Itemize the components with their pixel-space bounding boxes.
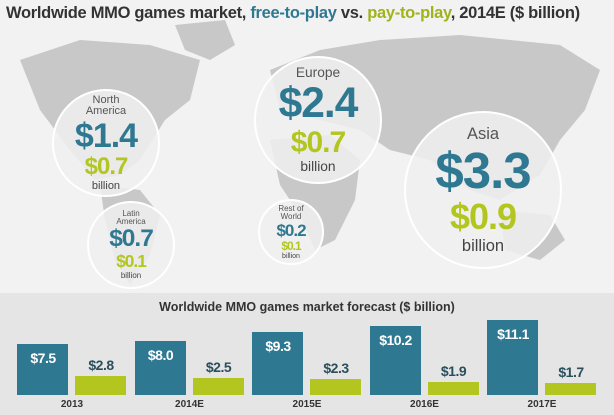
unit-label: billion	[91, 179, 121, 192]
bar	[134, 340, 186, 395]
bar	[252, 331, 303, 395]
unit-label: billion	[461, 237, 505, 255]
bar	[545, 383, 596, 395]
value-label: $2.5	[205, 359, 232, 375]
bar	[427, 382, 479, 395]
x-tick-label: 2016E	[410, 399, 439, 410]
free-to-play-value: $1.4	[74, 116, 138, 155]
region-label: Asia $3.3 $0.9 billion	[405, 112, 561, 268]
value-label: $1.9	[440, 363, 467, 380]
unit-label: billion	[282, 252, 300, 260]
region-name: Latin America	[116, 209, 146, 226]
pay-to-play-value: $0.7	[84, 152, 129, 180]
region-bubble	[404, 111, 562, 269]
region-name: Europe	[295, 65, 341, 81]
region-bubble	[258, 199, 324, 265]
free-to-play-value: $0.7	[109, 225, 154, 253]
chart-title: Worldwide MMO games market, free-to-play…	[6, 4, 580, 23]
region-name: Asia	[466, 124, 500, 143]
value-label: $7.5	[30, 350, 56, 366]
pay-to-play-value: $0.7	[290, 125, 346, 159]
region-name: North America	[85, 93, 127, 117]
value-label: $2.3	[323, 360, 349, 377]
free-to-play-value: $2.4	[278, 79, 359, 127]
pay-to-play-value: $0.1	[116, 251, 147, 272]
title-part: Worldwide MMO games market,	[6, 4, 251, 22]
bar	[310, 379, 361, 395]
bar	[75, 375, 126, 395]
legend-pay-to-play: pay-to-play	[367, 4, 451, 22]
x-tick-label: 2015E	[292, 399, 322, 410]
region-bubble	[52, 89, 160, 197]
bar	[369, 325, 421, 395]
value-label: $10.2	[379, 331, 412, 348]
region-label: Europe $2.4 $0.7 billion	[255, 57, 381, 183]
value-label: $8.0	[147, 346, 174, 363]
free-to-play-value: $0.2	[276, 220, 306, 240]
bar	[192, 378, 244, 395]
value-label: $2.8	[88, 356, 114, 373]
forecast-title: Worldwide MMO games market forecast ($ b…	[159, 300, 455, 314]
x-tick-label: 2013	[60, 399, 84, 410]
value-label: $11.1	[497, 325, 529, 342]
bar	[17, 344, 68, 395]
value-label: $9.3	[265, 337, 291, 354]
region-label: North America $1.4 $0.7 billion	[53, 90, 159, 196]
legend-free-to-play: free-to-play	[250, 4, 337, 22]
region-bubble	[254, 56, 382, 184]
unit-label: billion	[120, 271, 142, 281]
unit-label: billion	[300, 159, 336, 174]
x-tick-label: 2017E	[527, 399, 557, 410]
free-to-play-value: $3.3	[435, 142, 531, 199]
region-label: Latin America $0.7 $0.1 billion	[88, 202, 174, 288]
x-tick-label: 2014E	[175, 399, 204, 410]
world-map	[20, 20, 600, 289]
title-part: , 2014E ($ billion)	[450, 4, 580, 22]
pay-to-play-value: $0.9	[449, 196, 517, 237]
value-label: $1.7	[558, 364, 584, 381]
title-part: vs.	[336, 4, 368, 22]
bar	[487, 319, 538, 395]
region-label: Rest of World $0.2 $0.1 billion	[259, 200, 323, 264]
pay-to-play-value: $0.1	[281, 238, 301, 253]
region-bubble	[87, 201, 175, 289]
region-name: Rest of World	[278, 203, 304, 221]
